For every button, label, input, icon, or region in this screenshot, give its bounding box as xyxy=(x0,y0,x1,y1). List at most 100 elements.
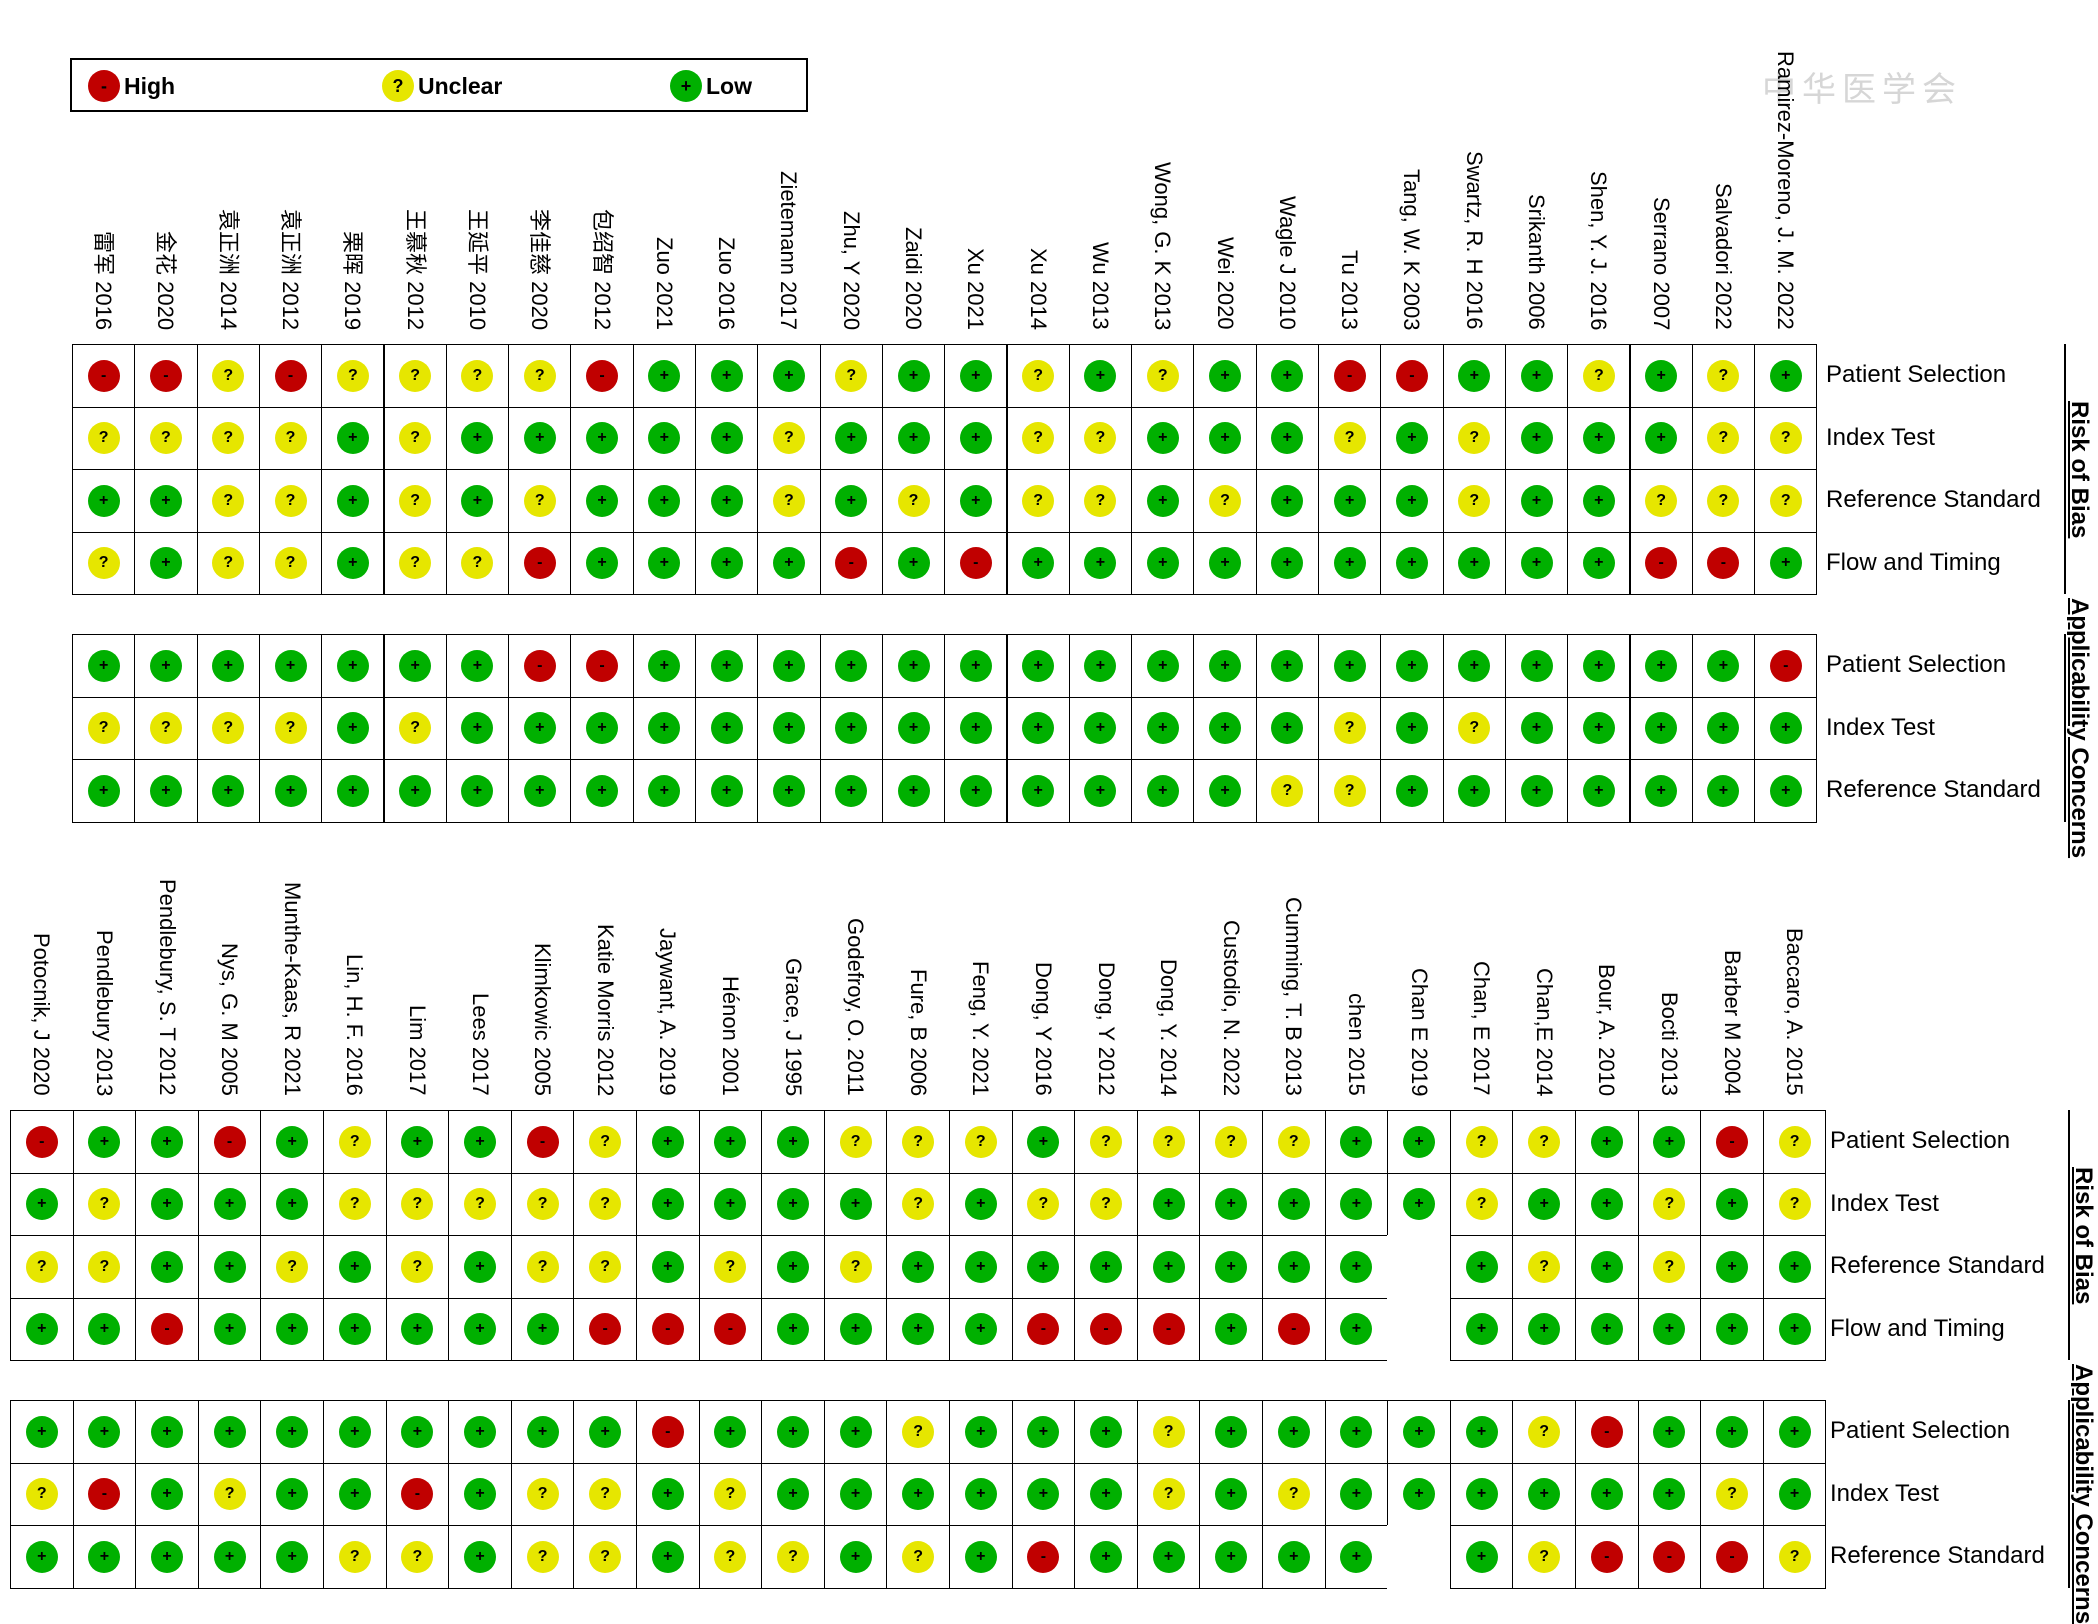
low-risk-icon: + xyxy=(959,422,992,455)
rating-cell: + xyxy=(570,469,634,533)
rating-cell: ? xyxy=(573,1172,637,1236)
rating-cell: + xyxy=(72,1400,137,1464)
rating-cell: + xyxy=(1324,1400,1389,1464)
rating-cell: + xyxy=(695,531,759,595)
rating-cell: + xyxy=(135,1110,199,1174)
study-label: Godefroy, O. 2011 xyxy=(843,918,869,1096)
rating-cell: + xyxy=(1199,1172,1263,1236)
high-risk-icon: - xyxy=(1333,359,1366,392)
low-risk-icon: + xyxy=(88,1313,121,1346)
low-risk-icon: + xyxy=(1778,1478,1811,1511)
low-risk-icon: + xyxy=(1022,649,1055,682)
study-label: Barber M 2004 xyxy=(1719,950,1745,1096)
study-label: Tang, W. K 2003 xyxy=(1399,169,1425,331)
low-risk-icon: + xyxy=(150,1188,183,1221)
rating-cell: ? xyxy=(1068,469,1133,533)
unclear-risk-icon: ? xyxy=(902,1188,935,1221)
rating-cell: + xyxy=(1449,1462,1514,1526)
rating-cell: ? xyxy=(510,1235,575,1299)
rating-cell: + xyxy=(823,1172,888,1236)
rating-cell: - xyxy=(197,1110,262,1174)
high-risk-icon: - xyxy=(1590,1540,1623,1573)
low-risk-icon: + xyxy=(1027,1125,1060,1158)
low-risk-icon: + xyxy=(648,359,681,392)
unclear-risk-icon: ? xyxy=(1152,1478,1185,1511)
rating-cell: + xyxy=(1575,1297,1639,1361)
rating-cell: + xyxy=(1762,1400,1827,1464)
low-risk-icon: + xyxy=(902,1250,935,1283)
rating-cell: + xyxy=(383,634,447,698)
study-label: Fure, B 2006 xyxy=(905,969,931,1097)
low-risk-icon: + xyxy=(648,774,681,807)
low-risk-icon: + xyxy=(463,1250,496,1283)
group-label: Applicability Concerns xyxy=(2066,597,2093,858)
rating-cell: ? xyxy=(385,1172,450,1236)
rating-cell: ? xyxy=(323,1110,387,1174)
low-risk-icon: + xyxy=(1395,547,1428,580)
study-label: 栗晖 2019 xyxy=(340,231,366,331)
rating-cell: + xyxy=(134,469,198,533)
rating-cell: + xyxy=(695,406,759,470)
rating-cell: ? xyxy=(886,1400,950,1464)
unclear-risk-icon: ? xyxy=(212,359,245,392)
low-risk-icon: + xyxy=(710,547,743,580)
low-risk-icon: + xyxy=(959,359,992,392)
rating-cell: + xyxy=(385,1400,450,1464)
low-risk-icon: + xyxy=(1215,1188,1248,1221)
low-risk-icon: + xyxy=(586,484,619,517)
unclear-risk-icon: ? xyxy=(526,1250,559,1283)
low-risk-icon: + xyxy=(714,1188,747,1221)
low-risk-icon: + xyxy=(1778,1415,1811,1448)
rating-cell: + xyxy=(1504,696,1569,760)
rating-cell: + xyxy=(819,696,883,760)
rating-cell: ? xyxy=(1006,469,1070,533)
low-risk-icon: + xyxy=(276,1125,309,1158)
rating-cell: + xyxy=(1380,406,1444,470)
rating-cell: + xyxy=(445,696,510,760)
rating-cell: + xyxy=(323,1297,387,1361)
low-risk-icon: + xyxy=(1209,774,1242,807)
low-risk-icon: + xyxy=(586,774,619,807)
rating-cell: + xyxy=(1387,1110,1451,1174)
unclear-risk-icon: ? xyxy=(276,1250,309,1283)
high-risk-icon: - xyxy=(150,1313,183,1346)
unclear-risk-icon: ? xyxy=(776,1540,809,1573)
rating-cell: + xyxy=(260,1400,324,1464)
rating-cell: + xyxy=(636,1110,700,1174)
rating-cell: + xyxy=(448,1400,512,1464)
low-risk-icon: + xyxy=(964,1188,997,1221)
rating-cell: ? xyxy=(573,1525,637,1589)
rating-cell: + xyxy=(886,1462,950,1526)
rating-cell: + xyxy=(135,1462,199,1526)
rating-cell: + xyxy=(1629,344,1693,408)
low-risk-icon: + xyxy=(1653,1125,1686,1158)
rating-cell: - xyxy=(1011,1525,1076,1589)
rating-cell: + xyxy=(944,759,1008,823)
low-risk-icon: + xyxy=(1769,359,1802,392)
unclear-risk-icon: ? xyxy=(399,712,432,745)
unclear-risk-icon: ? xyxy=(1333,422,1366,455)
low-risk-icon: + xyxy=(835,712,868,745)
rating-cell: - xyxy=(72,1462,137,1526)
low-risk-icon: + xyxy=(401,1313,434,1346)
unclear-risk-icon: ? xyxy=(1458,484,1491,517)
rating-cell: + xyxy=(570,406,634,470)
rating-cell: + xyxy=(1380,759,1444,823)
low-risk-icon: + xyxy=(648,712,681,745)
rating-cell: + xyxy=(1567,406,1631,470)
rating-cell: ? xyxy=(134,696,198,760)
low-risk-icon: + xyxy=(710,359,743,392)
low-risk-icon: + xyxy=(1022,547,1055,580)
low-risk-icon: + xyxy=(959,712,992,745)
rating-cell: + xyxy=(72,1110,137,1174)
low-risk-icon: + xyxy=(1146,484,1179,517)
low-risk-icon: + xyxy=(959,649,992,682)
low-risk-icon: + xyxy=(1271,712,1304,745)
high-risk-icon: - xyxy=(88,1478,121,1511)
unclear-risk-icon: ? xyxy=(399,422,432,455)
legend-item-unclear: ? Unclear xyxy=(382,70,502,102)
rating-cell: + xyxy=(1700,1172,1764,1236)
rating-cell: - xyxy=(636,1297,700,1361)
low-risk-icon: + xyxy=(710,422,743,455)
